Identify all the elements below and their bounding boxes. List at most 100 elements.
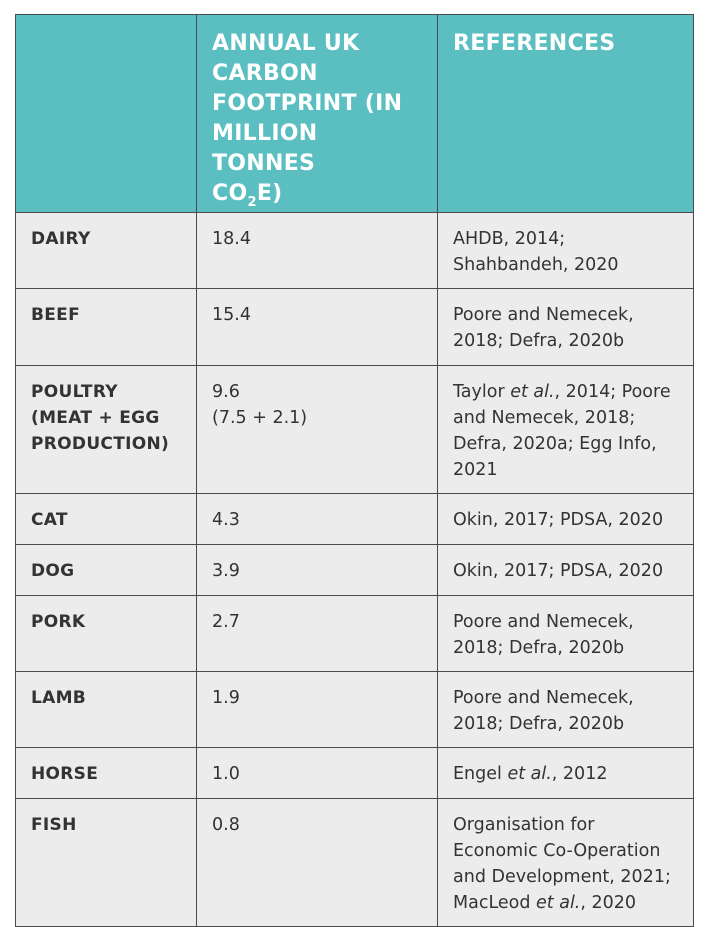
row-category-line: PRODUCTION) [31,434,170,454]
row-reference-line: Defra, 2020a; Egg Info, [453,434,657,454]
row-category: CAT [16,494,196,533]
row-value-line: 15.4 [212,305,251,325]
row-reference-cell: Okin, 2017; PDSA, 2020 [437,493,694,545]
row-reference-cell: Organisation for Economic Co-Operation and… [437,798,694,927]
row-reference-cell: Poore and Nemecek, 2018; Defra, 2020b [437,288,694,366]
row-value-line: 1.0 [212,764,240,784]
table-row: BEEF 15.4 Poore and Nemecek, 2018; Defra, 2… [15,288,694,366]
row-reference-line: 2018; Defra, 2020b [453,638,625,658]
header-line: MILLION TONNES [212,121,318,176]
row-category-cell: FISH [15,798,197,927]
row-value-line: (7.5 + 2.1) [212,408,308,428]
row-category-line: BEEF [31,305,80,325]
row-category-cell: DAIRY [15,212,197,289]
row-value-line: 4.3 [212,510,240,530]
table-row: DAIRY 18.4 AHDB, 2014; Shahbandeh, 2020 [15,212,694,289]
row-category-cell: CAT [15,493,197,545]
header-line: ANNUAL UK [212,31,360,56]
header-category-label [16,15,196,29]
et-al-italic: et al. [510,382,555,402]
row-reference-line: Poore and Nemecek, [453,688,634,708]
table-row: CAT 4.3 Okin, 2017; PDSA, 2020 [15,493,694,545]
row-reference-cell: Poore and Nemecek, 2018; Defra, 2020b [437,671,694,748]
row-value-line: 18.4 [212,229,251,249]
row-category: FISH [16,799,196,838]
row-value: 18.4 [197,213,437,252]
row-reference-line: 2018; Defra, 2020b [453,714,625,734]
row-value-cell: 0.8 [196,798,438,927]
row-value-cell: 1.0 [196,747,438,799]
row-category: LAMB [16,672,196,711]
row-value-line: 2.7 [212,612,240,632]
row-category-line: FISH [31,815,77,835]
row-reference: Poore and Nemecek, 2018; Defra, 2020b [438,289,693,354]
row-category: POULTRY (MEAT + EGG PRODUCTION) [16,366,196,457]
row-reference-cell: Engel et al., 2012 [437,747,694,799]
row-category-cell: DOG [15,544,197,596]
row-reference-cell: Poore and Nemecek, 2018; Defra, 2020b [437,595,694,672]
row-reference: AHDB, 2014; Shahbandeh, 2020 [438,213,693,278]
row-reference: Taylor et al., 2014; Poore and Nemecek, 2… [438,366,693,483]
row-category: DAIRY [16,213,196,252]
row-reference-line: Poore and Nemecek, [453,612,634,632]
row-reference-line: Engel et al., 2012 [453,764,608,784]
row-reference-line: Taylor et al., 2014; Poore [453,382,671,402]
row-category-line: (MEAT + EGG [31,408,160,428]
header-line: CARBON [212,61,318,86]
row-category-line: DAIRY [31,229,91,249]
row-category-line: DOG [31,561,75,581]
row-value-line: 9.6 [212,382,240,402]
row-reference-cell: Taylor et al., 2014; Poore and Nemecek, 2… [437,365,694,494]
row-category-cell: HORSE [15,747,197,799]
row-category-cell: BEEF [15,288,197,366]
row-reference-line: Poore and Nemecek, [453,305,634,325]
row-category: BEEF [16,289,196,328]
table-row: FISH 0.8 Organisation for Economic Co-Opera… [15,798,694,927]
row-value-cell: 3.9 [196,544,438,596]
row-value-cell: 1.9 [196,671,438,748]
et-al-italic: et al. [536,893,581,913]
row-reference-line: 2021 [453,460,498,480]
row-category-cell: LAMB [15,671,197,748]
row-reference-line: Organisation for [453,815,595,835]
carbon-footprint-table: ANNUAL UK CARBON FOOTPRINT (IN MILLION T… [15,14,694,927]
header-references: REFERENCES [437,14,694,213]
table-row: LAMB 1.9 Poore and Nemecek, 2018; Defra, 20… [15,671,694,748]
header-unit-line: CO2E) [212,179,423,212]
row-reference: Organisation for Economic Co-Operation and… [438,799,693,916]
row-value-cell: 15.4 [196,288,438,366]
row-category-line: LAMB [31,688,87,708]
row-category-cell: POULTRY (MEAT + EGG PRODUCTION) [15,365,197,494]
header-category [15,14,197,213]
header-unit-subscript: 2 [247,195,257,210]
row-value-cell: 2.7 [196,595,438,672]
row-reference: Okin, 2017; PDSA, 2020 [438,494,693,533]
header-unit-co: CO [212,181,248,206]
row-value: 1.9 [197,672,437,711]
row-value-line: 0.8 [212,815,240,835]
row-category: DOG [16,545,196,584]
row-reference-line: AHDB, 2014; [453,229,566,249]
row-reference-line: and Nemecek, 2018; [453,408,636,428]
row-value: 2.7 [197,596,437,635]
table-row: DOG 3.9 Okin, 2017; PDSA, 2020 [15,544,694,596]
row-value: 15.4 [197,289,437,328]
row-category-cell: PORK [15,595,197,672]
row-category-line: CAT [31,510,68,530]
row-reference-line: and Development, 2021; [453,867,671,887]
row-reference-cell: AHDB, 2014; Shahbandeh, 2020 [437,212,694,289]
row-reference-line: Economic Co-Operation [453,841,661,861]
table-row: PORK 2.7 Poore and Nemecek, 2018; Defra, 20… [15,595,694,672]
row-value: 9.6 (7.5 + 2.1) [197,366,437,431]
table-header-row: ANNUAL UK CARBON FOOTPRINT (IN MILLION T… [15,14,694,213]
row-reference-line: 2018; Defra, 2020b [453,331,625,351]
row-reference: Poore and Nemecek, 2018; Defra, 2020b [438,596,693,661]
row-reference: Okin, 2017; PDSA, 2020 [438,545,693,584]
row-category-line: PORK [31,612,86,632]
row-category-line: HORSE [31,764,99,784]
header-line: FOOTPRINT (IN [212,91,403,116]
row-value: 0.8 [197,799,437,838]
row-reference: Engel et al., 2012 [438,748,693,787]
row-reference-line: Shahbandeh, 2020 [453,255,619,275]
row-value-line: 1.9 [212,688,240,708]
